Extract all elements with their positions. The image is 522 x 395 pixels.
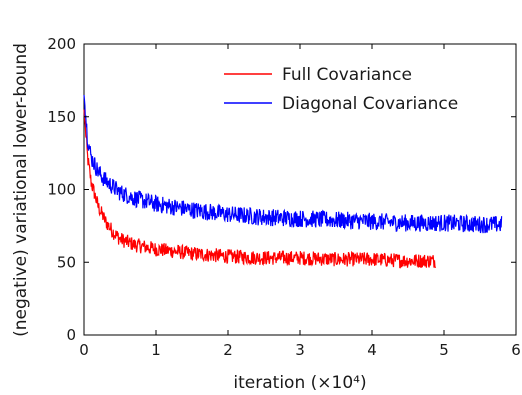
legend-label-full-covariance: Full Covariance — [282, 65, 412, 85]
y-axis-label: (negative) variational lower-bound — [11, 43, 31, 337]
x-tick-label: 5 — [439, 341, 449, 359]
series-line-diagonal-covariance — [83, 94, 503, 234]
x-tick-label: 6 — [511, 341, 521, 359]
legend-label-diagonal-covariance: Diagonal Covariance — [282, 94, 458, 114]
x-tick-label: 3 — [295, 341, 305, 359]
y-tick-label: 200 — [47, 35, 76, 53]
y-tick-label: 50 — [57, 253, 76, 271]
legend: Full Covariance Diagonal Covariance — [224, 65, 458, 114]
y-tick-label: 0 — [66, 326, 76, 344]
x-tick-label: 2 — [223, 341, 233, 359]
tick-layer: 0 1 2 3 4 5 6 0 50 100 150 200 — [47, 35, 520, 359]
x-tick-label: 0 — [79, 341, 89, 359]
y-tick-label: 150 — [47, 108, 76, 126]
series-layer — [83, 94, 503, 269]
plot-area-frame — [83, 43, 517, 336]
x-tick-label: 1 — [151, 341, 161, 359]
x-axis-label: iteration (×10⁴) — [233, 373, 366, 393]
x-tick-label: 4 — [367, 341, 377, 359]
y-tick-label: 100 — [47, 181, 76, 199]
series-line-full-covariance — [83, 109, 436, 269]
